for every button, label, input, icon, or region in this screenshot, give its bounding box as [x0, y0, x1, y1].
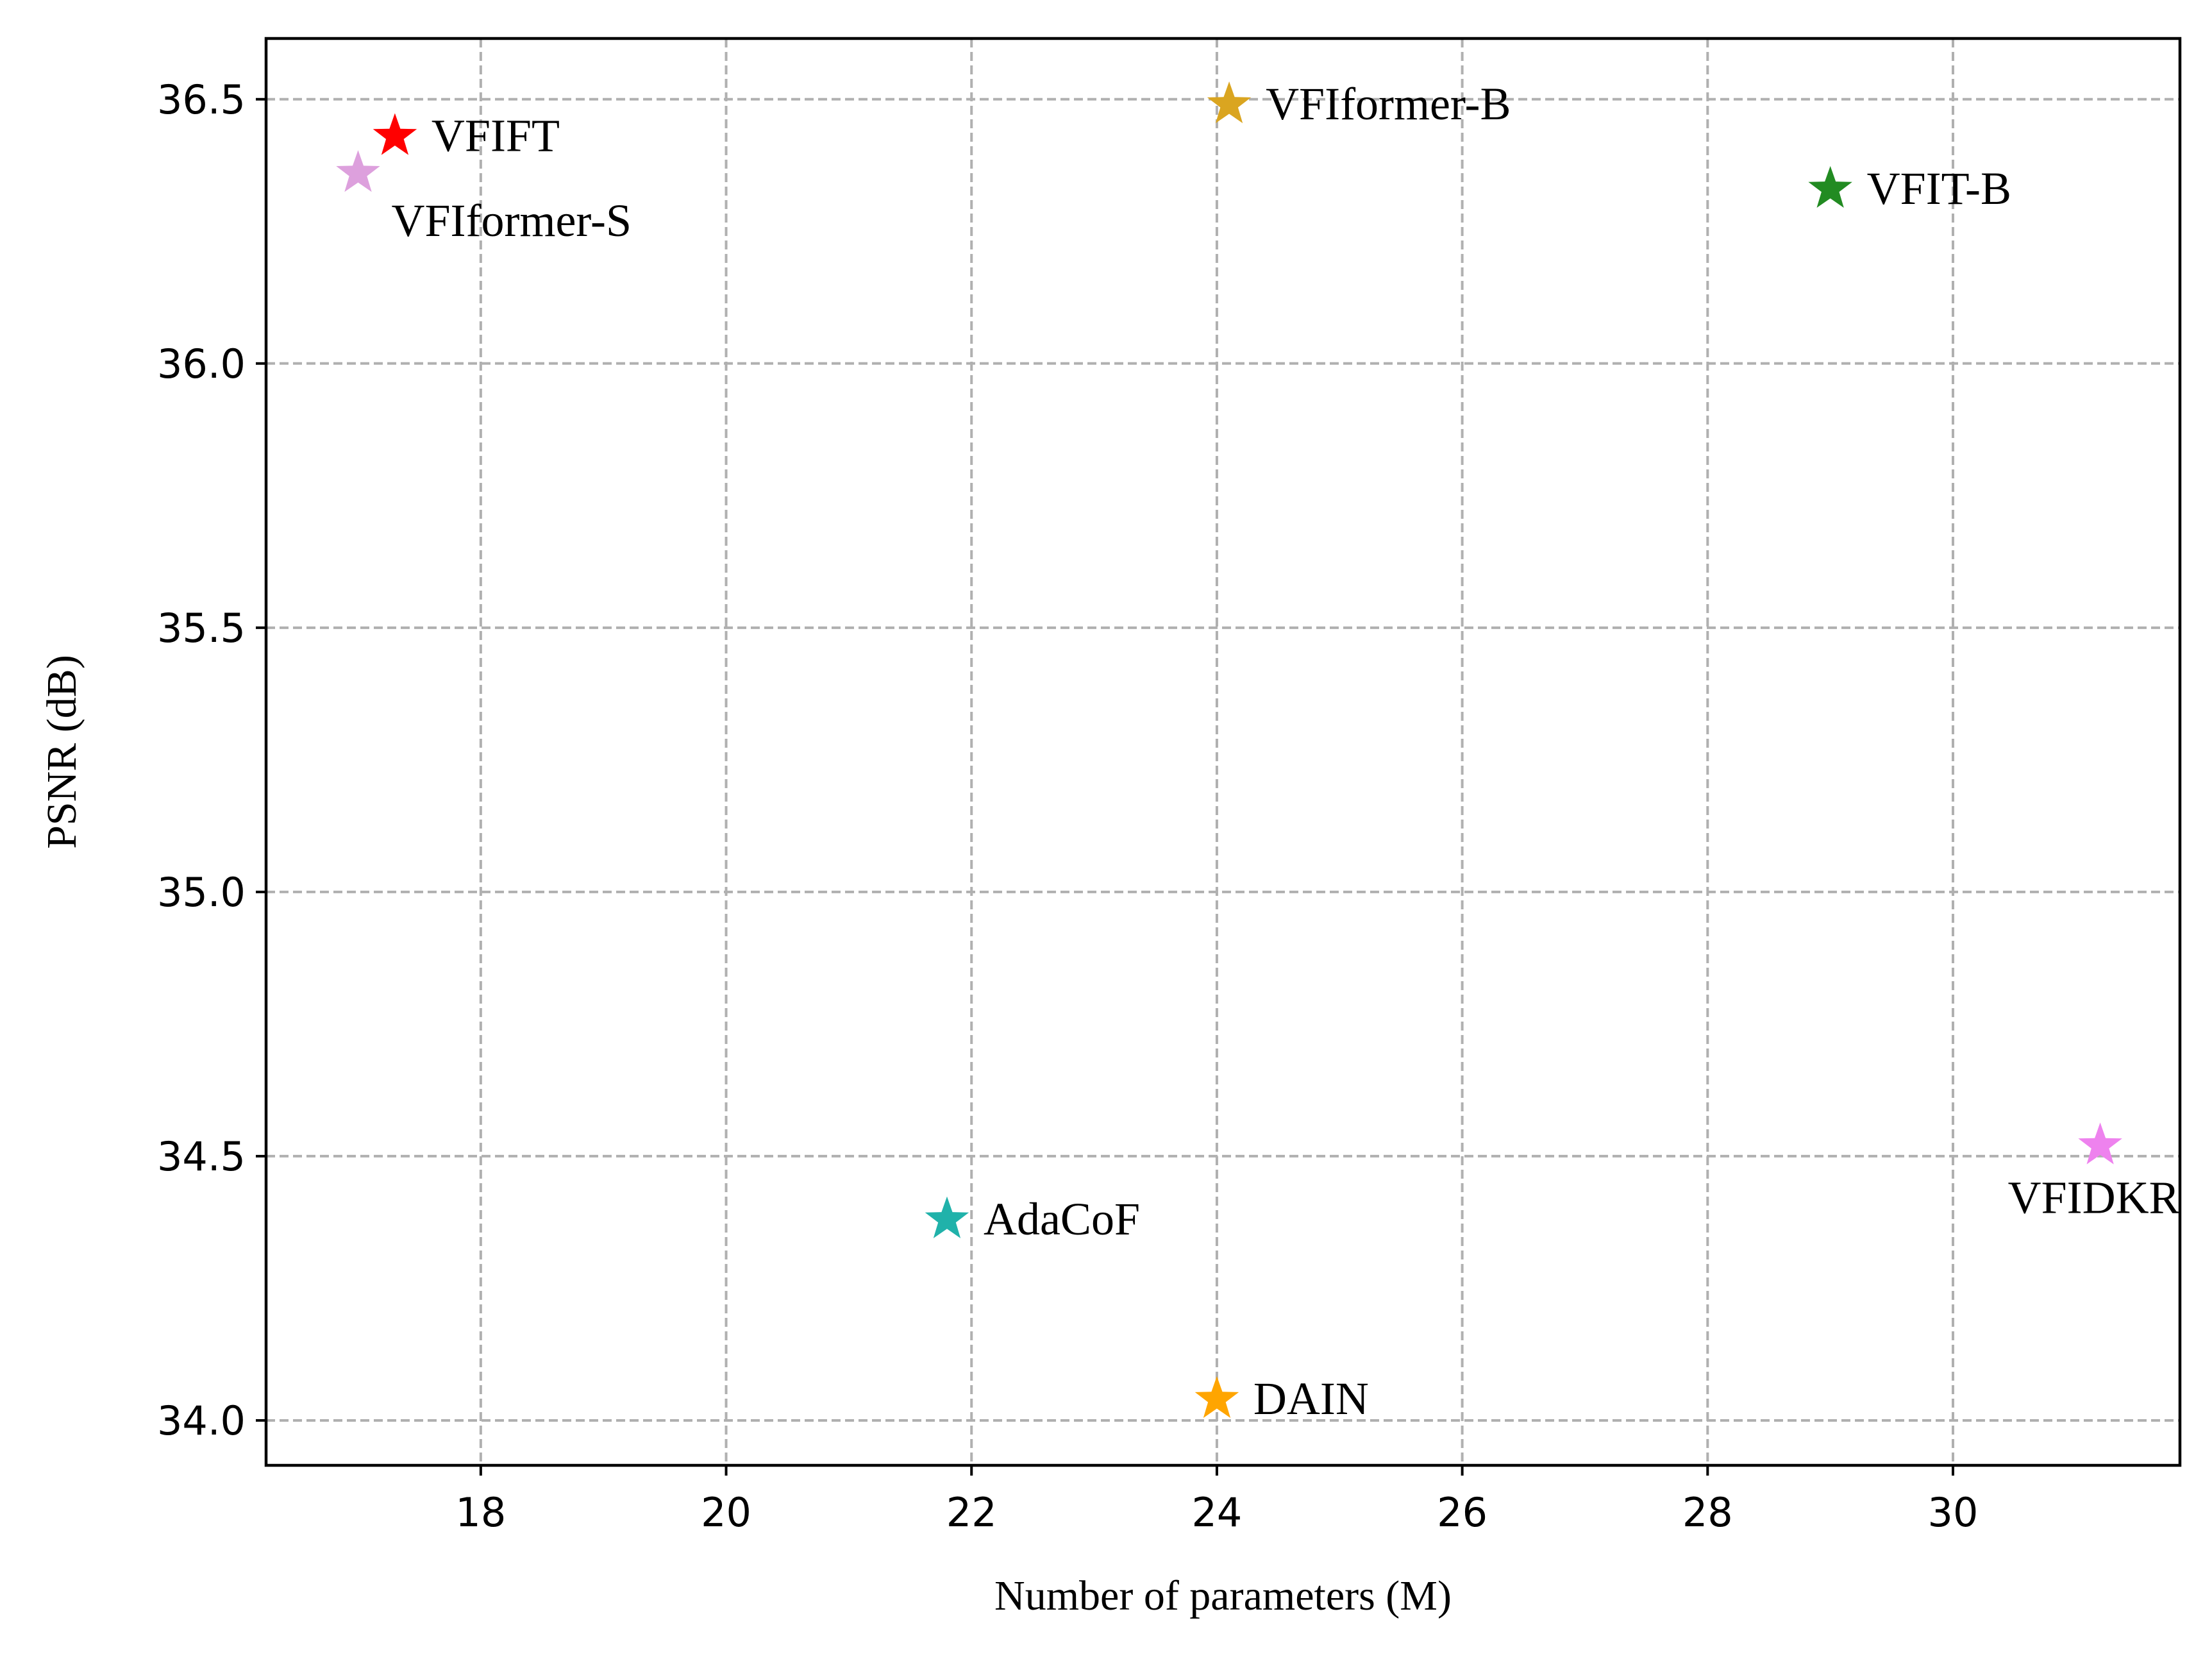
x-tick-label: 30: [1928, 1489, 1979, 1536]
point-label-vfiformer-b: VFIformer-B: [1266, 78, 1511, 130]
point-label-vfiformer-s: VFIformer-S: [392, 195, 632, 246]
point-marker-vfit-b: [1808, 165, 1852, 208]
point-label-dain: DAIN: [1253, 1373, 1369, 1424]
point-marker-adacof: [925, 1196, 969, 1238]
x-tick-label: 28: [1682, 1489, 1733, 1536]
point-label-adacof: AdaCoF: [984, 1193, 1140, 1245]
point-label-vfit-b: VFIT-B: [1867, 163, 2011, 214]
y-axis-title: PSNR (dB): [38, 655, 85, 849]
point-label-vfidkr: VFIDKR: [2008, 1172, 2180, 1223]
plot-frame: [264, 37, 2182, 1467]
x-tick-label: 22: [946, 1489, 997, 1536]
point-marker-vfift: [373, 113, 417, 155]
x-tick-label: 18: [455, 1489, 506, 1536]
y-tick-label: 34.5: [157, 1133, 246, 1180]
point-marker-vfiformer-s: [336, 150, 380, 192]
y-tick-label: 35.0: [157, 869, 246, 916]
grid-layer: [266, 38, 2180, 1465]
tick-layer: 18 20 22 24 26 28 30 34.0 34.5 35.0 35.5 36.0 36.5: [157, 76, 1979, 1536]
point-marker-vfidkr: [2078, 1122, 2122, 1165]
point-marker-dain: [1194, 1376, 1239, 1419]
point-marker-vfiformer-b: [1207, 81, 1252, 124]
x-tick-label: 26: [1437, 1489, 1487, 1536]
y-tick-label: 36.5: [157, 76, 246, 123]
x-tick-label: 24: [1191, 1489, 1242, 1536]
x-axis-title: Number of parameters (M): [994, 1572, 1452, 1619]
y-tick-label: 34.0: [157, 1397, 246, 1444]
point-label-vfift: VFIFT: [432, 110, 560, 161]
y-tick-label: 35.5: [157, 605, 246, 652]
x-tick-label: 20: [701, 1489, 751, 1536]
y-tick-label: 36.0: [157, 341, 246, 387]
point-layer: VFIFT VFIformer-S VFIformer-B VFIT-B VFIDKR A…: [336, 78, 2180, 1424]
